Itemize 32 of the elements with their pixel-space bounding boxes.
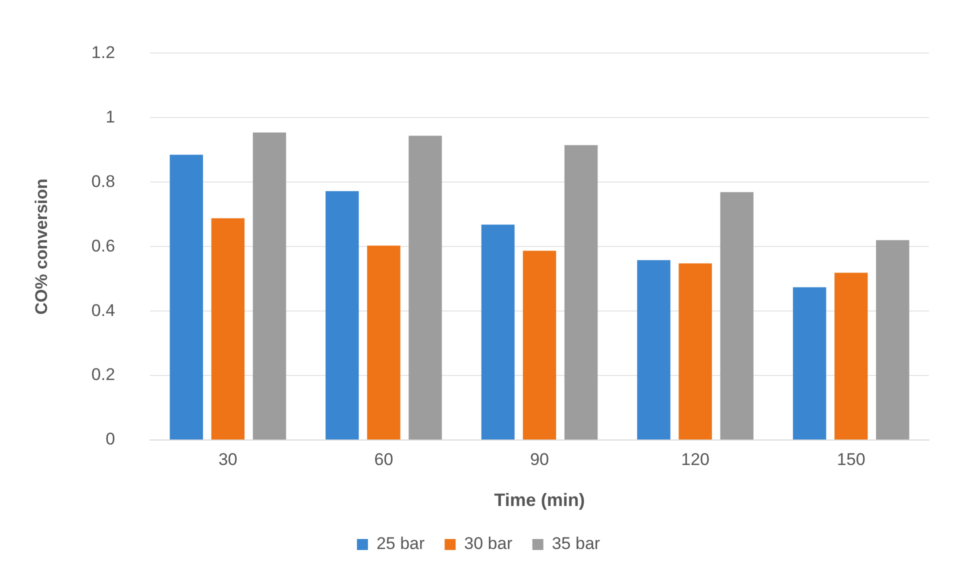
bar — [481, 224, 515, 440]
y-tick-label: 1.2 — [91, 42, 116, 62]
bar — [408, 136, 442, 440]
y-tick-label: 0.8 — [91, 172, 116, 191]
y-axis-title: CO% conversion — [32, 178, 51, 315]
bar — [211, 218, 245, 440]
x-axis-title: Time (min) — [494, 490, 585, 510]
bar — [792, 287, 826, 440]
y-tick-label: 0.6 — [91, 236, 116, 256]
y-tick-label: 0.2 — [91, 365, 116, 384]
legend-label: 35 bar — [552, 534, 600, 554]
bar — [720, 192, 754, 440]
bar — [678, 263, 712, 440]
y-tick-label: 1 — [106, 107, 116, 126]
bar — [367, 246, 400, 440]
bar — [326, 191, 359, 440]
x-tick-label: 30 — [218, 450, 238, 469]
x-tick-label: 90 — [530, 450, 549, 469]
bar — [564, 145, 598, 440]
bar — [876, 240, 910, 440]
bar — [522, 250, 556, 440]
bar — [252, 132, 286, 440]
x-tick-label: 60 — [374, 450, 394, 469]
y-tick-label: 0.4 — [91, 300, 116, 320]
legend-label: 25 bar — [376, 534, 425, 554]
bar — [637, 260, 670, 440]
x-tick-label: 150 — [836, 450, 866, 469]
x-tick-label: 120 — [681, 450, 710, 469]
y-tick-label: 0 — [106, 430, 116, 449]
legend-label: 30 bar — [464, 534, 513, 554]
bar — [834, 272, 868, 440]
bar — [170, 154, 203, 440]
